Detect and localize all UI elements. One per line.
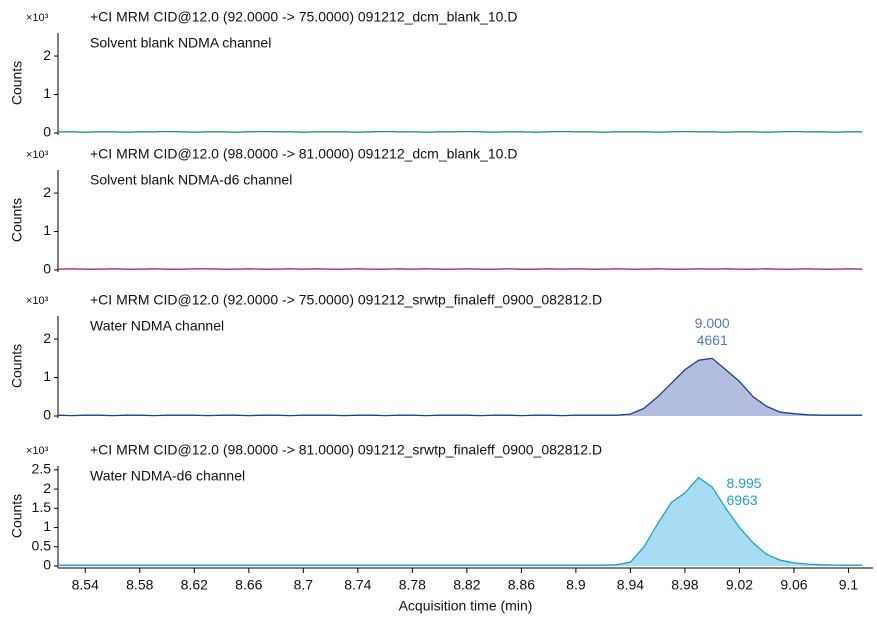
y-tick-label: 1 xyxy=(43,518,51,534)
peak-area xyxy=(58,477,863,566)
y-tick-label: 1.5 xyxy=(32,499,52,515)
x-tick-label: 8.62 xyxy=(181,577,208,593)
peak-annotation: 6963 xyxy=(727,492,758,508)
panel-title: +CI MRM CID@12.0 (92.0000 -> 75.0000) 09… xyxy=(90,9,517,25)
panel-title: +CI MRM CID@12.0 (98.0000 -> 81.0000) 09… xyxy=(90,146,517,162)
x-axis-label: Acquisition time (min) xyxy=(399,598,533,614)
y-tick-label: 1 xyxy=(43,85,51,101)
trace-line xyxy=(58,476,863,566)
y-axis-label: Counts xyxy=(9,198,25,242)
peak-annotation: 8.995 xyxy=(727,475,762,491)
y-tick-label: 2 xyxy=(43,480,51,496)
x-tick-label: 9.02 xyxy=(726,577,753,593)
peak-annotation: 4661 xyxy=(697,332,728,348)
y-tick-label: 0 xyxy=(43,261,51,277)
panel-subtitle: Water NDMA-d6 channel xyxy=(90,468,245,484)
x-tick-label: 8.82 xyxy=(453,577,480,593)
x-tick-label: 8.94 xyxy=(617,577,644,593)
x-tick-label: 8.78 xyxy=(399,577,426,593)
x-tick-label: 9.06 xyxy=(780,577,807,593)
x-tick-label: 8.7 xyxy=(294,577,314,593)
y-tick-label: 0 xyxy=(43,124,51,140)
trace-line xyxy=(57,357,863,417)
trace-line xyxy=(58,130,863,133)
y-axis-label: Counts xyxy=(9,494,25,538)
y-tick-label: 2 xyxy=(43,330,51,346)
y-tick-label: 0 xyxy=(43,407,51,423)
y-tick-label: 0 xyxy=(43,557,51,573)
y-tick-label: 0.5 xyxy=(32,537,52,553)
peak-area xyxy=(58,358,863,416)
y-multiplier: ×10³ xyxy=(26,445,49,457)
y-axis-label: Counts xyxy=(9,344,25,388)
y-multiplier: ×10³ xyxy=(26,295,49,307)
panel-subtitle: Water NDMA channel xyxy=(90,318,224,334)
peak-annotation: 9.000 xyxy=(695,315,730,331)
x-tick-label: 9.1 xyxy=(839,577,859,593)
x-tick-label: 8.74 xyxy=(344,577,371,593)
x-tick-label: 8.98 xyxy=(671,577,698,593)
x-tick-label: 8.58 xyxy=(126,577,153,593)
x-tick-label: 8.54 xyxy=(72,577,99,593)
y-multiplier: ×10³ xyxy=(26,149,49,161)
y-tick-label: 1 xyxy=(43,222,51,238)
panel-title: +CI MRM CID@12.0 (92.0000 -> 75.0000) 09… xyxy=(90,292,602,308)
y-axis-label: Counts xyxy=(9,61,25,105)
y-tick-label: 1 xyxy=(43,368,51,384)
x-tick-label: 8.66 xyxy=(235,577,262,593)
panel-subtitle: Solvent blank NDMA-d6 channel xyxy=(90,172,292,188)
panel-title: +CI MRM CID@12.0 (98.0000 -> 81.0000) 09… xyxy=(90,442,602,458)
panel-subtitle: Solvent blank NDMA channel xyxy=(90,35,271,51)
x-tick-label: 8.9 xyxy=(566,577,586,593)
y-tick-label: 2 xyxy=(43,184,51,200)
x-tick-label: 8.86 xyxy=(508,577,535,593)
y-multiplier: ×10³ xyxy=(26,12,49,24)
y-tick-label: 2 xyxy=(43,47,51,63)
y-tick-label: 2.5 xyxy=(32,461,52,477)
